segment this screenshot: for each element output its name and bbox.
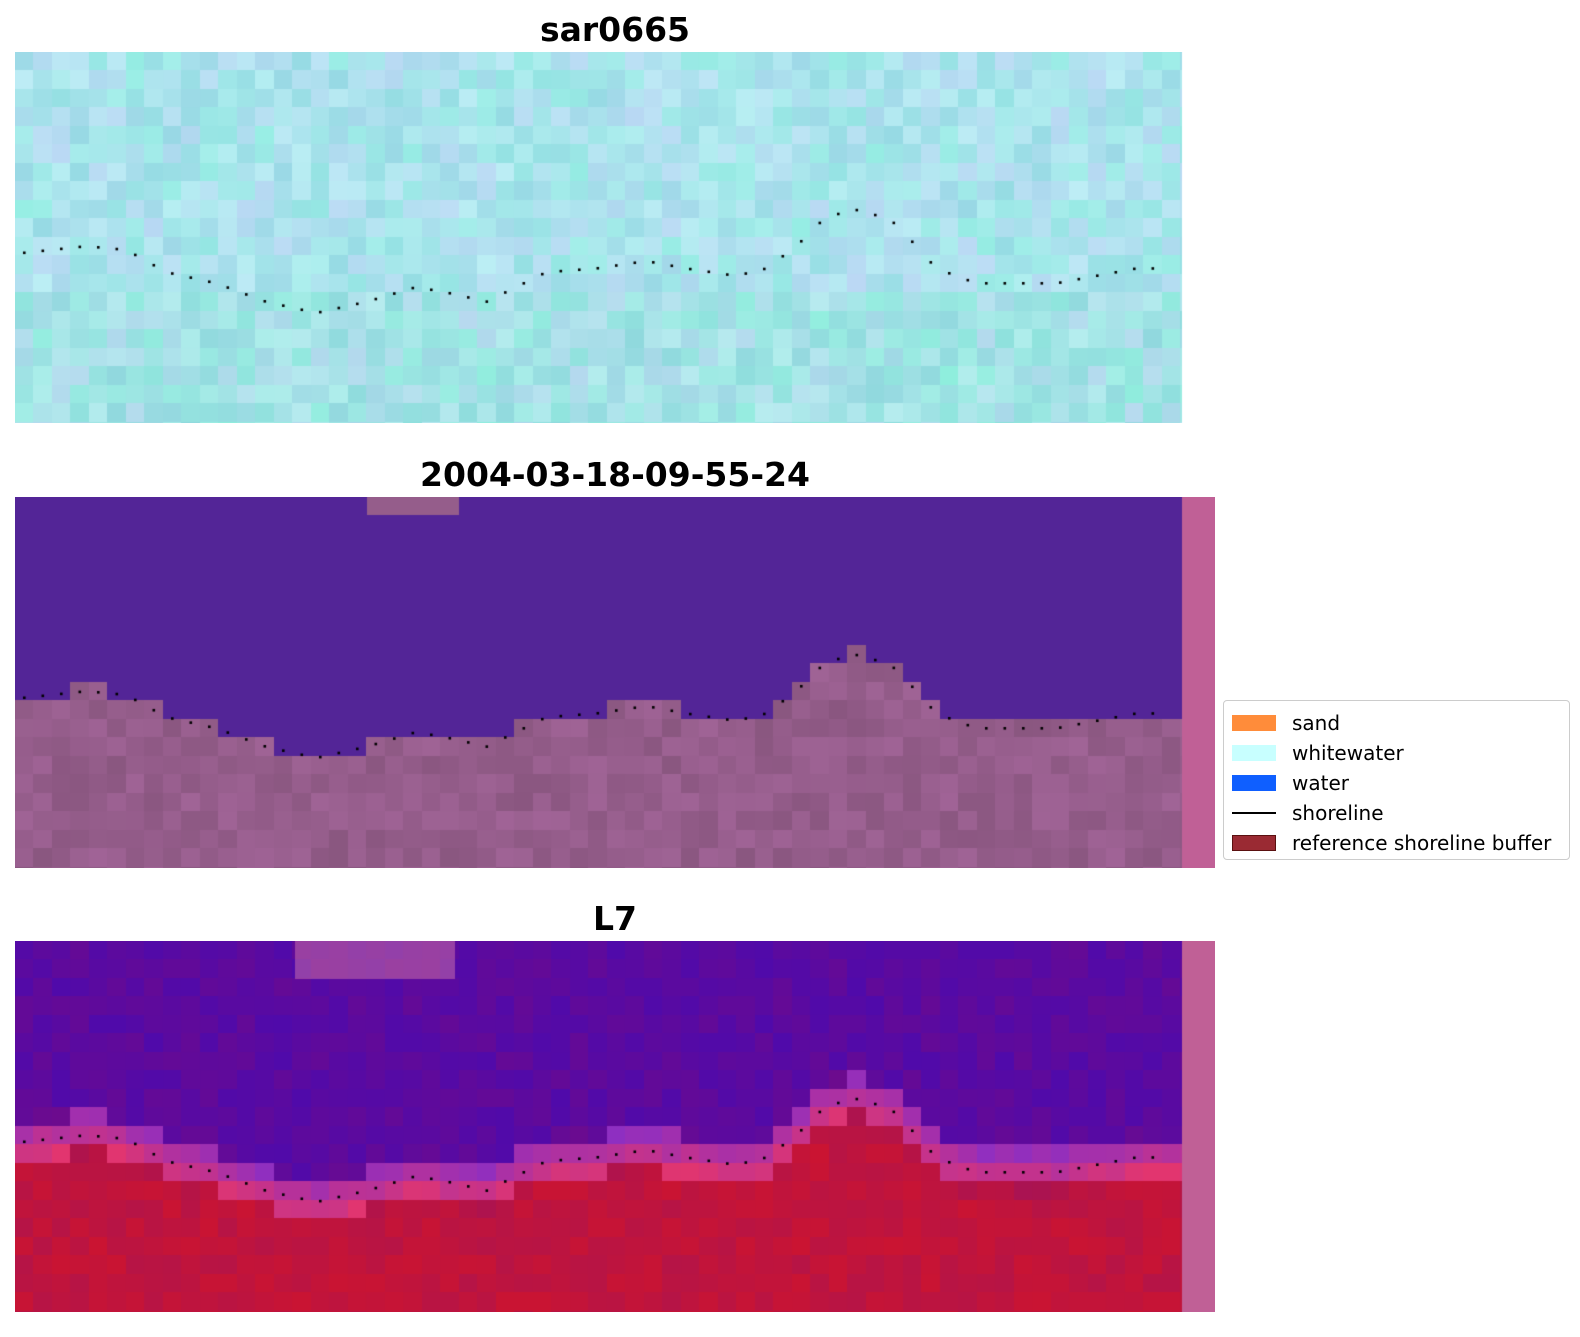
legend-swatch-whitewater [1232, 745, 1276, 761]
index-image-panel [15, 941, 1215, 1312]
legend-swatch-sand [1232, 715, 1276, 731]
legend-label-water: water [1292, 771, 1349, 795]
legend-item-shoreline: shoreline [1232, 801, 1384, 825]
legend-label-sand: sand [1292, 711, 1341, 735]
legend: sand whitewater water shoreline referenc… [1223, 700, 1570, 860]
legend-item-whitewater: whitewater [1232, 741, 1404, 765]
legend-item-sand: sand [1232, 711, 1340, 735]
legend-line-shoreline [1232, 812, 1276, 814]
panel-title-rgb: sar0665 [539, 10, 691, 49]
rgb-image-panel [15, 52, 1215, 423]
legend-swatch-water [1232, 775, 1276, 791]
legend-item-reference-buffer: reference shoreline buffer [1232, 831, 1551, 855]
legend-label-whitewater: whitewater [1292, 741, 1404, 765]
panel-title-index: L7 [593, 899, 637, 938]
panel-title-classified: 2004-03-18-09-55-24 [420, 455, 810, 494]
legend-item-water: water [1232, 771, 1349, 795]
legend-label-reference-buffer: reference shoreline buffer [1292, 831, 1552, 855]
classified-image-panel [15, 497, 1215, 868]
legend-label-shoreline: shoreline [1292, 801, 1384, 825]
legend-swatch-reference-buffer [1232, 835, 1276, 851]
